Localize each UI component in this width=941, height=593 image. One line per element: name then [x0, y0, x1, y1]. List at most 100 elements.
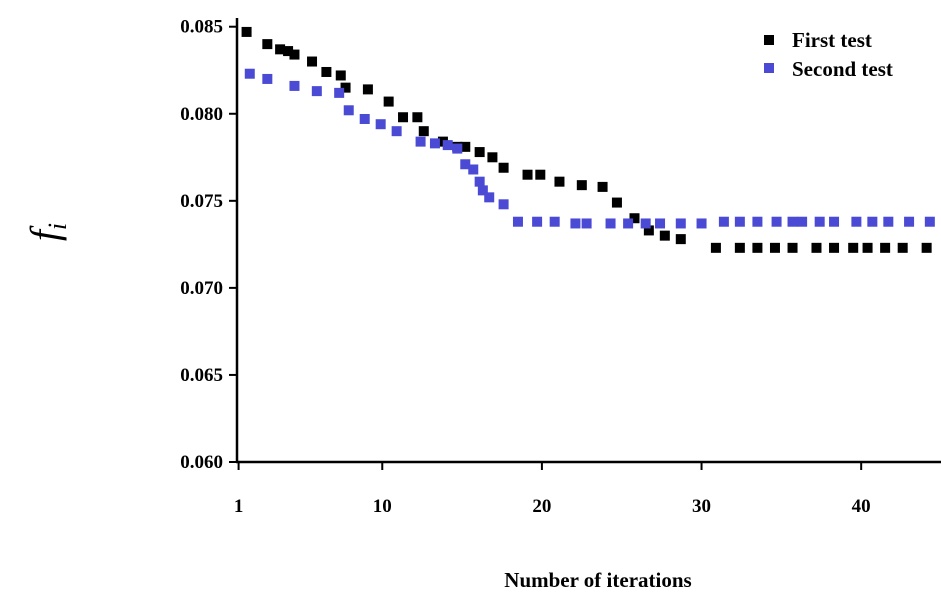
x-tick-label: 30 [692, 496, 711, 517]
data-point [362, 84, 373, 95]
data-point [554, 176, 565, 187]
data-point [581, 218, 592, 229]
data-point [640, 218, 651, 229]
data-point [275, 44, 286, 55]
data-point [442, 140, 453, 151]
data-point [576, 180, 587, 191]
data-point [597, 181, 608, 192]
legend-label-second-test: Second test [792, 57, 893, 81]
data-point [921, 242, 932, 253]
data-point [487, 152, 498, 163]
data-point [883, 216, 894, 227]
data-point [383, 96, 394, 107]
data-point [814, 216, 825, 227]
data-point [797, 216, 808, 227]
data-point [244, 68, 255, 79]
x-axis-title: Number of iterations [504, 568, 691, 592]
data-point [535, 169, 546, 180]
data-point [532, 216, 543, 227]
y-tick-label: 0.075 [180, 191, 223, 212]
data-point [605, 218, 616, 229]
data-point [340, 82, 351, 93]
data-point [311, 86, 322, 97]
data-point [787, 216, 798, 227]
data-point [655, 218, 666, 229]
data-point [611, 197, 622, 208]
data-point [391, 126, 402, 137]
data-point [867, 216, 878, 227]
data-point [498, 199, 509, 210]
data-point [522, 169, 533, 180]
data-point [696, 218, 707, 229]
data-point [897, 242, 908, 253]
data-point [289, 80, 300, 91]
data-point [359, 113, 370, 124]
data-point [880, 242, 891, 253]
y-axis-title: fi [22, 223, 72, 241]
data-point [512, 216, 523, 227]
y-tick-label: 0.070 [180, 278, 223, 299]
legend-swatch-first-test [764, 35, 774, 45]
data-point [262, 73, 273, 84]
data-point [429, 138, 440, 149]
data-point [829, 242, 840, 253]
data-point [418, 126, 429, 137]
data-point [862, 242, 873, 253]
data-point [452, 143, 463, 154]
data-point [659, 230, 670, 241]
x-ticks: 1 10 20 30 40 [234, 462, 871, 517]
data-point [643, 225, 654, 236]
y-tick-label: 0.080 [180, 104, 223, 125]
data-point [829, 216, 840, 227]
data-point [283, 46, 294, 57]
data-point [307, 56, 318, 67]
data-point [335, 70, 346, 81]
data-point [415, 136, 426, 147]
data-point [398, 112, 409, 123]
data-point [570, 218, 581, 229]
data-point [498, 162, 509, 173]
data-point [375, 119, 386, 130]
data-point [848, 242, 859, 253]
data-point [241, 26, 252, 37]
data-point [477, 185, 488, 196]
data-point [460, 159, 471, 170]
data-point [474, 147, 485, 158]
data-point [787, 242, 798, 253]
data-point [904, 216, 915, 227]
data-point [924, 216, 935, 227]
data-point [262, 39, 273, 50]
y-tick-label: 0.060 [180, 452, 223, 473]
legend-swatch-second-test [764, 63, 774, 73]
data-point [734, 242, 745, 253]
series-second-test [244, 68, 935, 229]
y-tick-label: 0.085 [180, 17, 223, 38]
y-ticks: 0.060 0.065 0.070 0.075 0.080 0.085 [180, 17, 237, 473]
data-point [710, 242, 721, 253]
legend-label-first-test: First test [792, 28, 872, 52]
series-layer [241, 26, 935, 253]
data-point [468, 164, 479, 175]
data-point [334, 87, 345, 98]
x-tick-label: 40 [852, 496, 871, 517]
data-point [734, 216, 745, 227]
x-tick-label: 1 [234, 496, 244, 517]
data-point [752, 216, 763, 227]
data-point [629, 213, 640, 224]
data-point [484, 192, 495, 203]
axes [235, 18, 941, 464]
data-point [718, 216, 729, 227]
data-point [771, 216, 782, 227]
data-point [412, 112, 423, 123]
legend: First test Second test [764, 28, 893, 81]
y-axis-title-sub: i [43, 223, 72, 230]
data-point [851, 216, 862, 227]
data-point [289, 49, 300, 60]
data-point [752, 242, 763, 253]
x-tick-label: 10 [373, 496, 392, 517]
y-tick-label: 0.065 [180, 365, 223, 386]
data-point [675, 218, 686, 229]
data-point [321, 66, 332, 77]
data-point [343, 105, 354, 116]
